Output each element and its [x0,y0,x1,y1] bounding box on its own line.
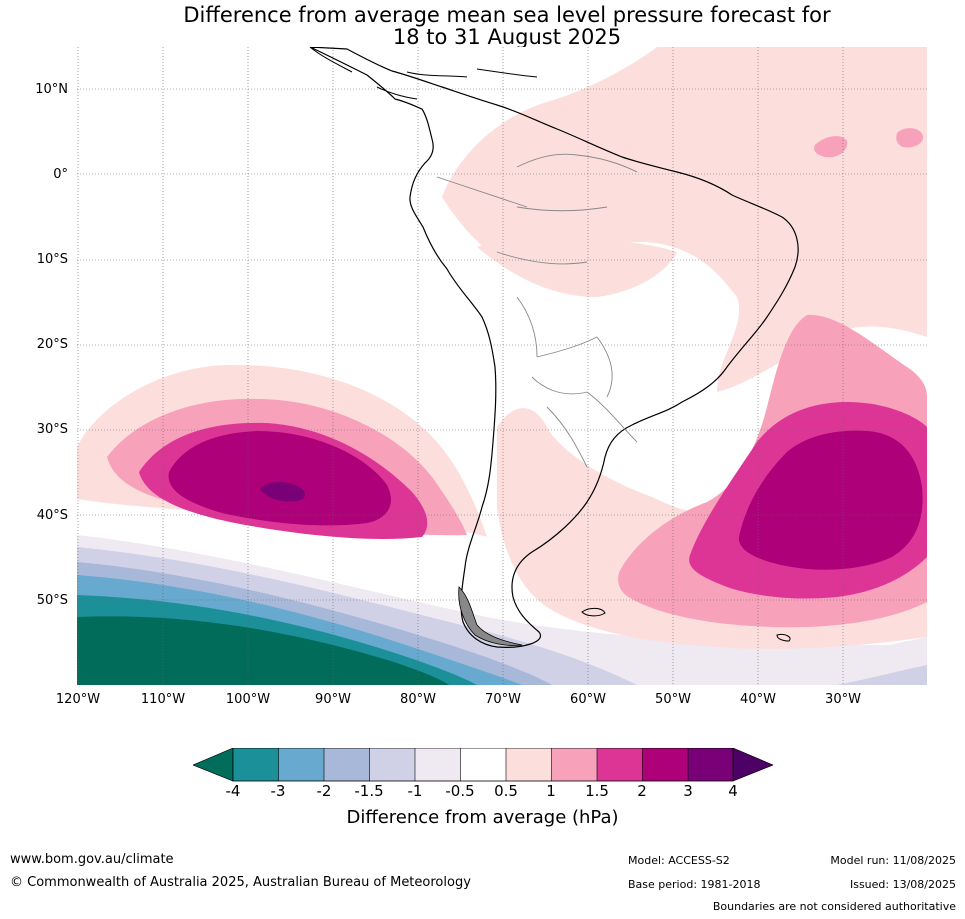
colorbar-segment-neg-1-5-2 [324,748,370,781]
colorbar-tick: 1 [546,782,556,800]
copyright-text: © Commonwealth of Australia 2025, Austra… [10,875,471,890]
base-period-text: Base period: 1981-2018 [628,878,761,891]
lat-label-40s: 40°S [36,508,68,523]
lat-label-50s: 50°S [36,593,68,608]
colorbar-tick: -2 [316,782,332,800]
colorbar-segment-pos-1-5-2 [597,748,643,781]
lon-label-120w: 120°W [55,692,101,707]
colorbar-tick: 3 [683,782,693,800]
colorbar-outline [232,748,734,782]
model-text: Model: ACCESS-S2 [628,854,730,867]
colorbar-segment-pos-1-1-5 [551,748,597,781]
south-georgia-island [776,634,791,642]
colorbar-tick: 1.5 [585,782,609,800]
lon-label-80w: 80°W [400,692,436,707]
colorbar-segment-neg-0-5-1 [415,748,461,781]
anomaly-band-pos-2-east [738,430,923,570]
model-run-text: Model run: 11/08/2025 [830,854,956,867]
central-america-coastline [309,47,538,100]
country-borders [436,153,638,468]
anomaly-band-neg-4 [77,616,449,685]
colorbar-dividers [278,748,689,781]
lon-label-110w: 110°W [140,692,186,707]
colorbar-segment-pos-0-5-1 [506,748,552,781]
colorbar-segment-neutral [460,748,506,781]
colorbar-segment-neg-1-1-5 [369,748,415,781]
lon-label-30w: 30°W [825,692,861,707]
tierra-del-fuego [458,586,523,646]
issued-text: Issued: 13/08/2025 [849,878,956,891]
pressure-anomaly-map [77,47,927,685]
graticule [77,47,927,685]
lon-label-40w: 40°W [740,692,776,707]
colorbar-extend-low [193,748,234,782]
colorbar-extend-high [732,748,773,782]
anomaly-band-pos-1-small-b [896,128,923,148]
falkland-islands [581,607,606,617]
anomaly-band-pos-3-west [260,481,306,502]
south-america-coastline [309,47,799,648]
lat-label-10s: 10°S [36,252,68,267]
title-line-2: 18 to 31 August 2025 [392,25,622,49]
colorbar-label: Difference from average (hPa) [346,807,619,828]
anomaly-band-neg-0-5-east [697,637,927,685]
colorbar-tick: 2 [637,782,647,800]
anomaly-band-pos-0-5-north-interior [477,240,677,297]
disclaimer-text: Boundaries are not considered authoritat… [712,900,956,913]
lon-label-60w: 60°W [570,692,606,707]
colorbar-tick: -1.5 [354,782,384,800]
colorbar-tick: -0.5 [445,782,475,800]
colorbar-segment-pos-3-4 [688,748,733,781]
lat-label-0: 0° [53,167,68,182]
lon-label-100w: 100°W [225,692,271,707]
lat-label-10n: 10°N [35,82,68,97]
colorbar-tick: -3 [270,782,286,800]
lat-label-30s: 30°S [36,422,68,437]
lon-label-50w: 50°W [655,692,691,707]
map-panel [77,47,927,685]
lat-label-20s: 20°S [36,337,68,352]
anomaly-band-pos-2-west [168,431,391,526]
colorbar-tick: -4 [225,782,241,800]
map-title: Difference from average mean sea level p… [0,4,965,48]
anomaly-band-pos-1-small-a [814,136,848,158]
colorbar [193,748,773,782]
anomaly-band-neg-1-east [837,665,927,685]
colorbar-segment-neg-3-4 [233,748,279,781]
colorbar-tick: 0.5 [494,782,518,800]
lon-label-70w: 70°W [485,692,521,707]
colorbar-tick: 4 [728,782,738,800]
title-line-1: Difference from average mean sea level p… [183,3,831,27]
anomaly-band-pos-0-5-north [442,47,927,392]
colorbar-segment-pos-2-3 [642,748,688,781]
website-link[interactable]: www.bom.gov.au/climate [10,852,174,867]
colorbar-tick: -1 [407,782,423,800]
colorbar-segment-neg-2-3 [278,748,324,781]
lon-label-90w: 90°W [315,692,351,707]
